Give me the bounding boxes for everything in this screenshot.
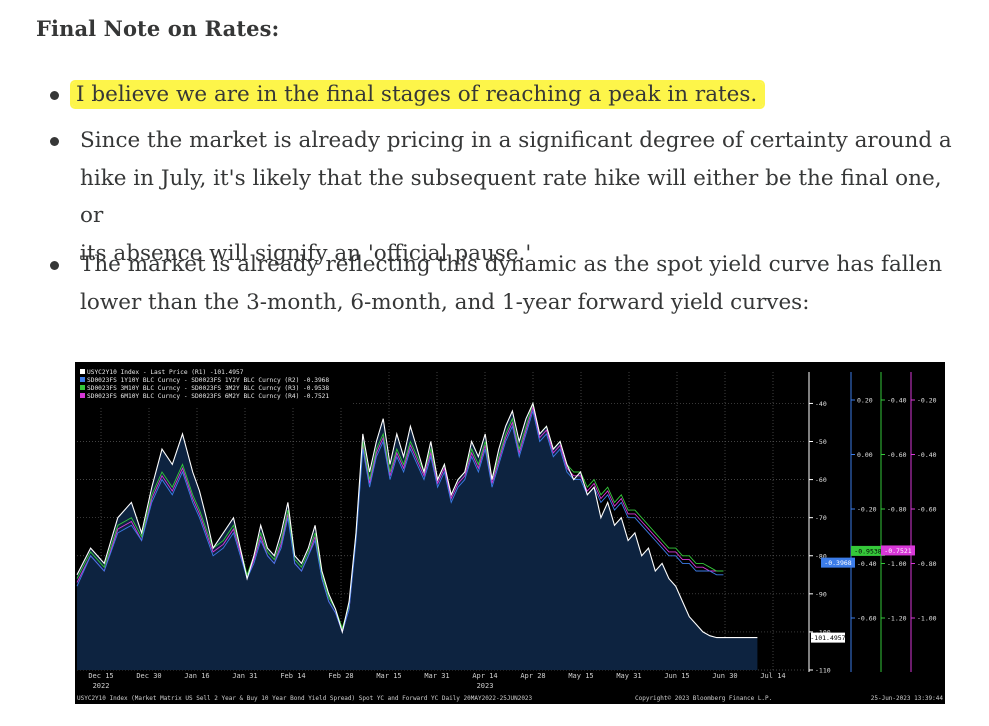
bullet-dot — [50, 137, 59, 146]
series-line — [76, 409, 724, 634]
legend-swatch — [80, 385, 85, 390]
axis-tick-label: -90 — [815, 590, 827, 598]
x-tick-label: Mar 31 — [424, 672, 449, 680]
x-year-label: 2023 — [477, 682, 494, 690]
legend-entry: SD0023FS 1Y10Y BLC Curncy - SD0023FS 1Y2… — [87, 377, 329, 384]
series-line — [76, 401, 758, 639]
series-line — [76, 401, 724, 630]
x-tick-label: Jun 30 — [712, 672, 737, 680]
axis-tick-label: -70 — [815, 514, 827, 522]
area-fill — [77, 403, 758, 670]
x-tick-label: Jul 14 — [760, 672, 785, 680]
axis-tick-label: -80 — [815, 552, 827, 560]
axis-tick-label: -1.00 — [887, 560, 907, 568]
last-value-label: -0.7521 — [884, 547, 911, 555]
x-tick-label: Apr 14 — [472, 672, 497, 680]
axis-tick-label: -1.00 — [917, 615, 937, 623]
last-value-badge — [811, 632, 845, 643]
bullet-line: Since the market is already pricing in a… — [80, 128, 952, 153]
bloomberg-chart: Dec 15 Dec 30 Jan 16 Jan 31 Feb 14 Feb 28 Mar … — [75, 362, 945, 704]
bullet-line: hike in July, it's likely that the subse… — [80, 165, 942, 229]
series-line — [76, 405, 724, 634]
axis-tick-label: -1.20 — [887, 615, 907, 623]
axis-tick-label: -100 — [815, 628, 831, 636]
last-value-label: -101.4957 — [810, 634, 845, 642]
axis-tick-label: -0.80 — [887, 506, 907, 514]
chart-svg: Dec 15 Dec 30 Jan 16 Jan 31 Feb 14 Feb 28 Mar … — [75, 365, 945, 704]
axis-tick-label: -60 — [815, 476, 827, 484]
footer-mid: Copyright© 2023 Bloomberg Finance L.P. — [635, 695, 772, 702]
footer-bg — [75, 692, 945, 704]
x-tick-label: Jan 16 — [184, 672, 209, 680]
bullet-line: The market is already reflecting this dy… — [80, 252, 943, 277]
footer-left: USYC2Y10 Index (Market Matrix US Sell 2 … — [77, 695, 533, 702]
axis-tick-label: -0.60 — [917, 506, 937, 514]
last-value-badge — [881, 545, 915, 556]
x-tick-label: Jan 31 — [232, 672, 257, 680]
legend-swatch — [80, 377, 85, 382]
footer-right: 25-Jun-2023 13:39:44 — [871, 695, 944, 702]
axis-tick-label: -0.40 — [917, 451, 937, 459]
section-heading: Final Note on Rates: — [36, 16, 280, 41]
bullet-line: lower than the 3-month, 6-month, and 1-y… — [80, 289, 810, 315]
axis-tick-label: -0.20 — [857, 506, 877, 514]
axis-tick-label: -0.40 — [887, 397, 907, 405]
x-tick-label: Jun 15 — [664, 672, 689, 680]
x-tick-label: May 31 — [616, 672, 641, 680]
x-tick-label: Apr 28 — [520, 672, 545, 680]
axis-tick-label: -0.20 — [917, 397, 937, 405]
x-tick-label: Dec 30 — [136, 672, 161, 680]
axis-tick-label: -0.60 — [857, 615, 877, 623]
x-tick-label: Dec 15 — [88, 672, 113, 680]
legend-entry: USYC2Y10 Index - Last Price (R1) -101.49… — [87, 369, 244, 376]
last-value-badge — [821, 557, 855, 568]
axis-tick-label: -110 — [815, 667, 831, 675]
x-tick-label: May 15 — [568, 672, 593, 680]
x-tick-label: Mar 15 — [376, 672, 401, 680]
legend-swatch — [80, 393, 85, 398]
legend-entry: SD0023FS 6M10Y BLC Curncy - SD0023FS 6M2… — [87, 393, 329, 400]
bullet-line: its absence will signify an 'official pa… — [80, 240, 532, 266]
legend-entry: SD0023FS 3M10Y BLC Curncy - SD0023FS 3M2… — [87, 385, 329, 392]
highlighted-text: I believe we are in the final stages of … — [72, 82, 764, 107]
bullet-dot — [50, 261, 59, 270]
axis-tick-label: -40 — [815, 400, 827, 408]
last-value-label: -0.3968 — [824, 559, 851, 567]
bullet-dot — [50, 91, 59, 100]
x-tick-label: Feb 28 — [328, 672, 353, 680]
axis-tick-label: -0.80 — [917, 560, 937, 568]
last-value-badge — [851, 545, 885, 556]
axis-tick-label: 0.20 — [857, 397, 873, 405]
legend-bg — [77, 365, 353, 406]
axis-tick-label: 0.00 — [857, 451, 873, 459]
x-year-label: 2022 — [93, 682, 110, 690]
axis-tick-label: -0.40 — [857, 560, 877, 568]
axis-tick-label: -0.60 — [887, 451, 907, 459]
last-value-label: -0.9538 — [854, 547, 881, 555]
legend-swatch — [80, 369, 85, 374]
x-tick-label: Feb 14 — [280, 672, 305, 680]
axis-tick-label: -50 — [815, 438, 827, 446]
